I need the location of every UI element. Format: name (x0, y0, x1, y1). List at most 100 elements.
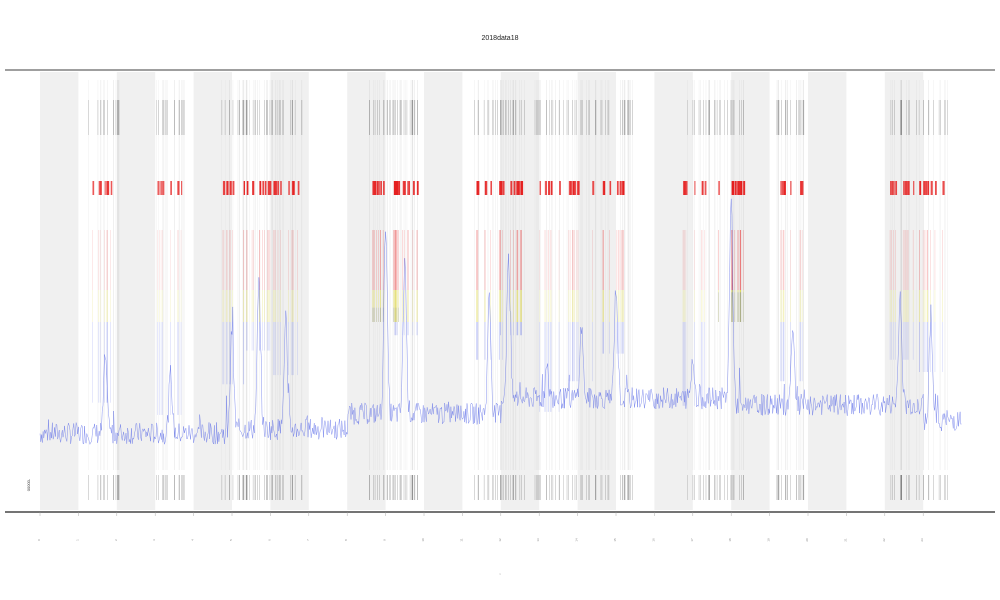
high-event-tick (259, 181, 261, 195)
high-event-tick (407, 181, 409, 195)
high-event-tick (267, 181, 269, 195)
high-event-tick (895, 181, 898, 195)
band-20 (808, 72, 847, 510)
x-tick-label: 3 (152, 539, 156, 541)
high-event-tick (684, 181, 687, 195)
high-event-tick (378, 181, 380, 195)
high-event-tick (602, 181, 605, 195)
high-event-tick (247, 181, 249, 195)
high-event-tick (521, 181, 524, 195)
high-event-tick (919, 181, 922, 195)
x-tick-label: 14 (575, 538, 579, 542)
high-event-tick (907, 181, 909, 195)
high-event-tick (275, 181, 278, 195)
high-event-tick (550, 181, 553, 195)
high-event-tick (904, 181, 907, 195)
band-2 (116, 72, 156, 510)
high-event-tick (510, 181, 513, 195)
high-event-tick (619, 181, 622, 195)
band-8 (347, 72, 386, 510)
high-event-tick (942, 181, 945, 195)
high-event-tick (162, 181, 165, 195)
high-event-tick (170, 181, 172, 195)
band-4 (193, 72, 232, 510)
high-event-tick (104, 181, 106, 195)
high-event-tick (288, 181, 290, 195)
high-event-tick (799, 181, 802, 195)
high-event-tick (718, 181, 720, 195)
band-12 (500, 72, 540, 510)
high-event-tick (232, 181, 235, 195)
high-event-tick (227, 181, 229, 195)
high-event-tick (490, 181, 492, 195)
high-event-tick (380, 181, 382, 195)
x-axis-label: t (500, 572, 501, 576)
series-group (39, 198, 962, 446)
high-event-tick (110, 181, 113, 195)
high-event-tick (485, 181, 488, 195)
band-22 (884, 72, 924, 510)
high-event-tick (181, 181, 183, 195)
x-tick-label: 8 (344, 539, 348, 541)
high-event-tick (732, 181, 734, 195)
chart-title: 2018data18 (482, 35, 519, 42)
high-event-tick (178, 181, 180, 195)
high-event-tick (903, 181, 905, 195)
high-event-tick (577, 181, 580, 195)
series-line (39, 198, 962, 446)
band-14 (577, 72, 616, 510)
high-event-tick (609, 181, 612, 195)
high-event-tick (574, 181, 577, 195)
high-event-tick (252, 181, 254, 195)
high-event-tick (92, 181, 95, 195)
high-event-tick (740, 181, 742, 195)
intensity-strips (92, 181, 945, 415)
x-tick-label: 23 (920, 538, 924, 542)
x-tick-label: 18 (728, 538, 732, 542)
high-event-tick (273, 181, 276, 195)
high-event-tick (743, 181, 746, 195)
x-tick-label: 15 (613, 538, 617, 542)
x-tick-label: 9 (383, 539, 387, 541)
high-event-tick (738, 181, 740, 195)
legend-entry: 00000- (26, 478, 31, 491)
high-event-tick (893, 181, 895, 195)
high-event-tick (394, 181, 396, 195)
x-tick-label: 21 (843, 538, 847, 542)
high-event-tick (576, 181, 579, 195)
high-event-tick (159, 181, 161, 195)
high-event-tick (783, 181, 785, 195)
high-event-tick (476, 181, 478, 195)
high-event-tick (268, 181, 271, 195)
high-event-tick (376, 181, 379, 195)
high-event-tick (107, 181, 110, 195)
high-event-tick (731, 181, 733, 195)
x-tick-label: 0 (37, 539, 41, 541)
x-tick-label: 10 (421, 538, 425, 542)
high-event-tick (622, 181, 625, 195)
high-event-tick (704, 181, 707, 195)
high-event-tick (592, 181, 595, 195)
high-event-tick (621, 181, 624, 195)
band-6 (270, 72, 309, 510)
high-event-tick (412, 181, 415, 195)
high-event-tick (291, 181, 294, 195)
x-axis-ticks: 0 1 2 3 4 5 6 7 8 9 10 11 12 13 14 15 16 17 18 19 20 21 22 23 (37, 512, 924, 542)
high-event-tick (477, 181, 480, 195)
shaded-bands (40, 72, 924, 510)
x-tick-label: 20 (805, 538, 809, 542)
high-event-tick (262, 181, 264, 195)
high-event-tick (106, 181, 108, 195)
event-rugs (88, 80, 948, 500)
high-event-tick (278, 181, 280, 195)
x-tick-label: 22 (882, 538, 886, 542)
high-event-tick (502, 181, 505, 195)
high-event-tick (264, 181, 267, 195)
high-event-tick (800, 181, 803, 195)
high-event-tick (157, 181, 159, 195)
x-tick-label: 13 (536, 538, 540, 542)
high-event-tick (177, 181, 180, 195)
high-event-tick (616, 181, 618, 195)
high-event-tick (293, 181, 295, 195)
